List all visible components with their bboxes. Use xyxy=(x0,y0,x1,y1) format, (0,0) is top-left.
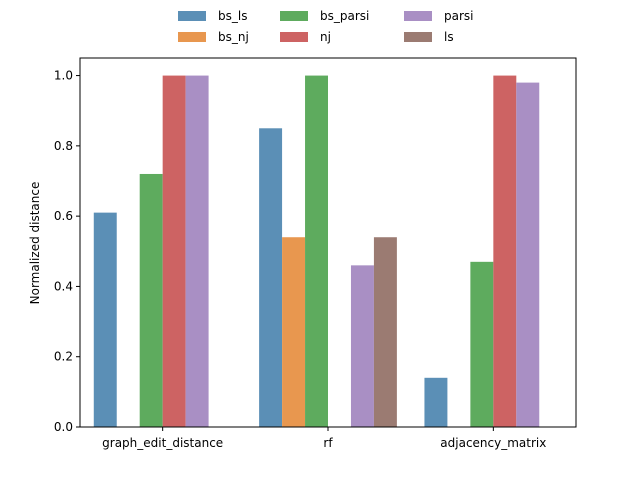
legend-label-parsi: parsi xyxy=(444,9,474,23)
legend-swatch-parsi xyxy=(404,11,432,21)
bar-nj-graph_edit_distance xyxy=(162,75,186,428)
bar-bs_parsi-adjacency_matrix xyxy=(470,261,494,427)
y-tick-label: 1.0 xyxy=(54,69,73,83)
bar-parsi-graph_edit_distance xyxy=(185,75,209,428)
x-axis: graph_edit_distance rf adjacency_matrix xyxy=(102,427,546,450)
bar-bs_nj-rf xyxy=(282,237,306,427)
y-tick-label: 0.6 xyxy=(54,209,73,223)
x-tick-label: adjacency_matrix xyxy=(440,436,546,450)
y-axis-label: Normalized distance xyxy=(28,182,42,305)
legend-label-ls: ls xyxy=(444,30,454,44)
legend-label-bs_parsi: bs_parsi xyxy=(320,9,369,23)
x-tick-label: graph_edit_distance xyxy=(102,436,223,450)
bars xyxy=(93,75,540,428)
legend-swatch-bs_parsi xyxy=(280,11,308,21)
y-axis: 0.0 0.2 0.4 0.6 0.8 1.0 xyxy=(54,69,80,434)
legend-label-nj: nj xyxy=(320,30,331,44)
bar-bs_parsi-graph_edit_distance xyxy=(139,173,163,427)
legend-label-bs_nj: bs_nj xyxy=(218,30,249,44)
legend-swatch-ls xyxy=(404,32,432,42)
x-tick-label: rf xyxy=(323,436,333,450)
bar-parsi-adjacency_matrix xyxy=(516,82,540,427)
legend-swatch-bs_ls xyxy=(178,11,206,21)
bar-bs_ls-adjacency_matrix xyxy=(424,377,448,427)
bar-nj-adjacency_matrix xyxy=(493,75,517,428)
bar-parsi-rf xyxy=(350,265,374,427)
y-tick-label: 0.4 xyxy=(54,279,73,293)
bar-ls-rf xyxy=(373,237,397,427)
y-tick-label: 0.0 xyxy=(54,420,73,434)
y-tick-label: 0.2 xyxy=(54,350,73,364)
y-tick-label: 0.8 xyxy=(54,139,73,153)
bar-bs_ls-rf xyxy=(259,128,283,428)
legend-swatch-nj xyxy=(280,32,308,42)
bar-bs_parsi-rf xyxy=(305,75,328,428)
legend-swatch-bs_nj xyxy=(178,32,206,42)
legend-label-bs_ls: bs_ls xyxy=(218,9,247,23)
bar-bs_ls-graph_edit_distance xyxy=(93,212,117,427)
